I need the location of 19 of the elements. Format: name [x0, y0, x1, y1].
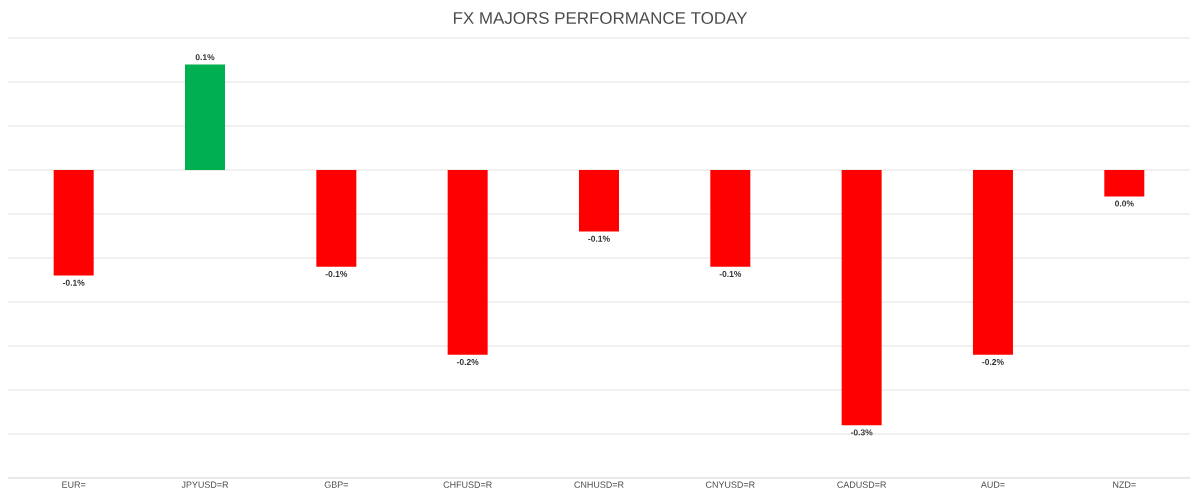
x-tick-label: AUD=	[980, 481, 1005, 488]
x-tick-label: JPYUSD=R	[181, 481, 229, 488]
data-label: 0.0%	[1114, 200, 1134, 207]
x-tick-label: NZD=	[1113, 481, 1136, 488]
x-tick-label: CNYUSD=R	[705, 481, 755, 488]
data-label: -0.1%	[719, 270, 742, 277]
x-tick-label: EUR=	[62, 481, 86, 488]
chart-title: FX MAJORS PERFORMANCE TODAY	[453, 11, 748, 24]
data-label: -0.1%	[588, 235, 610, 242]
x-tick-label: CADUSD=R	[837, 481, 887, 488]
data-label: -0.2%	[456, 358, 479, 365]
x-tick-label: CNHUSD=R	[574, 481, 624, 488]
x-tick-label: GBP=	[324, 481, 348, 488]
data-label: -0.2%	[982, 358, 1004, 365]
data-label: -0.1%	[62, 279, 85, 286]
data-label: -0.1%	[325, 270, 348, 277]
data-label: -0.3%	[850, 429, 873, 436]
x-tick-label: CHFUSD=R	[443, 481, 492, 488]
data-label: 0.1%	[195, 54, 215, 61]
